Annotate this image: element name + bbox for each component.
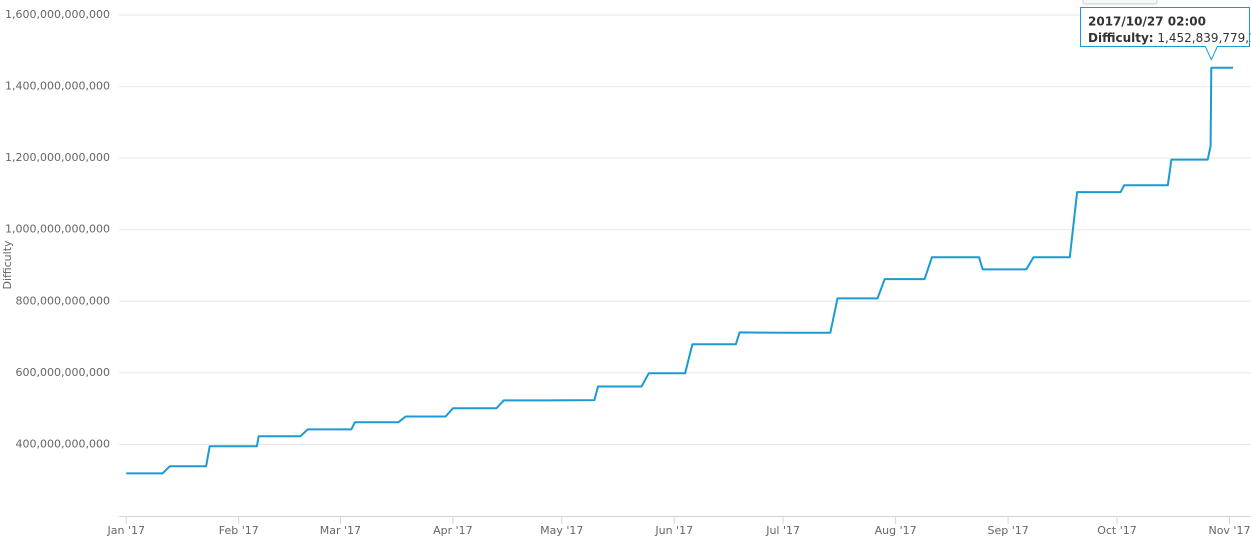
x-tick-label: Apr '17 <box>433 524 473 537</box>
x-tick-label: Jan '17 <box>107 524 145 537</box>
tooltip-title: 2017/10/27 02:00 <box>1088 15 1206 29</box>
x-tick-label: Aug '17 <box>875 524 917 537</box>
data-line <box>126 66 1234 475</box>
y-tick-label: 600,000,000,000 <box>16 366 110 379</box>
y-tick-label: 1,000,000,000,000 <box>5 223 110 236</box>
x-tick-label: May '17 <box>540 524 583 537</box>
x-tick-label: Mar '17 <box>320 524 361 537</box>
x-tick-label: Sep '17 <box>987 524 1028 537</box>
x-tick-label: Oct '17 <box>1097 524 1137 537</box>
x-tick-label: Jun '17 <box>654 524 693 537</box>
x-tick-label: Jul '17 <box>765 524 800 537</box>
y-tick-label: 400,000,000,000 <box>16 437 110 450</box>
x-tick-label: Nov '17 <box>1208 524 1250 537</box>
tooltip-label: Difficulty: <box>1088 31 1154 45</box>
y-axis-title: Difficulty <box>1 240 14 290</box>
x-tick-label: Feb '17 <box>219 524 259 537</box>
y-tick-label: 1,600,000,000,000 <box>5 8 110 21</box>
tooltip-value: 1,452,839,779,145 <box>1157 31 1251 45</box>
tooltip-box <box>1080 7 1250 61</box>
tooltip-row: Difficulty: 1,452,839,779,145 <box>1088 31 1251 45</box>
tooltip: 2017/10/27 02:00 Difficulty: 1,452,839,7… <box>1080 7 1251 61</box>
menu-button[interactable] <box>1082 0 1158 5</box>
y-tick-label: 800,000,000,000 <box>16 294 110 307</box>
y-tick-label: 1,400,000,000,000 <box>5 80 110 93</box>
y-tick-label: 1,200,000,000,000 <box>5 151 110 164</box>
